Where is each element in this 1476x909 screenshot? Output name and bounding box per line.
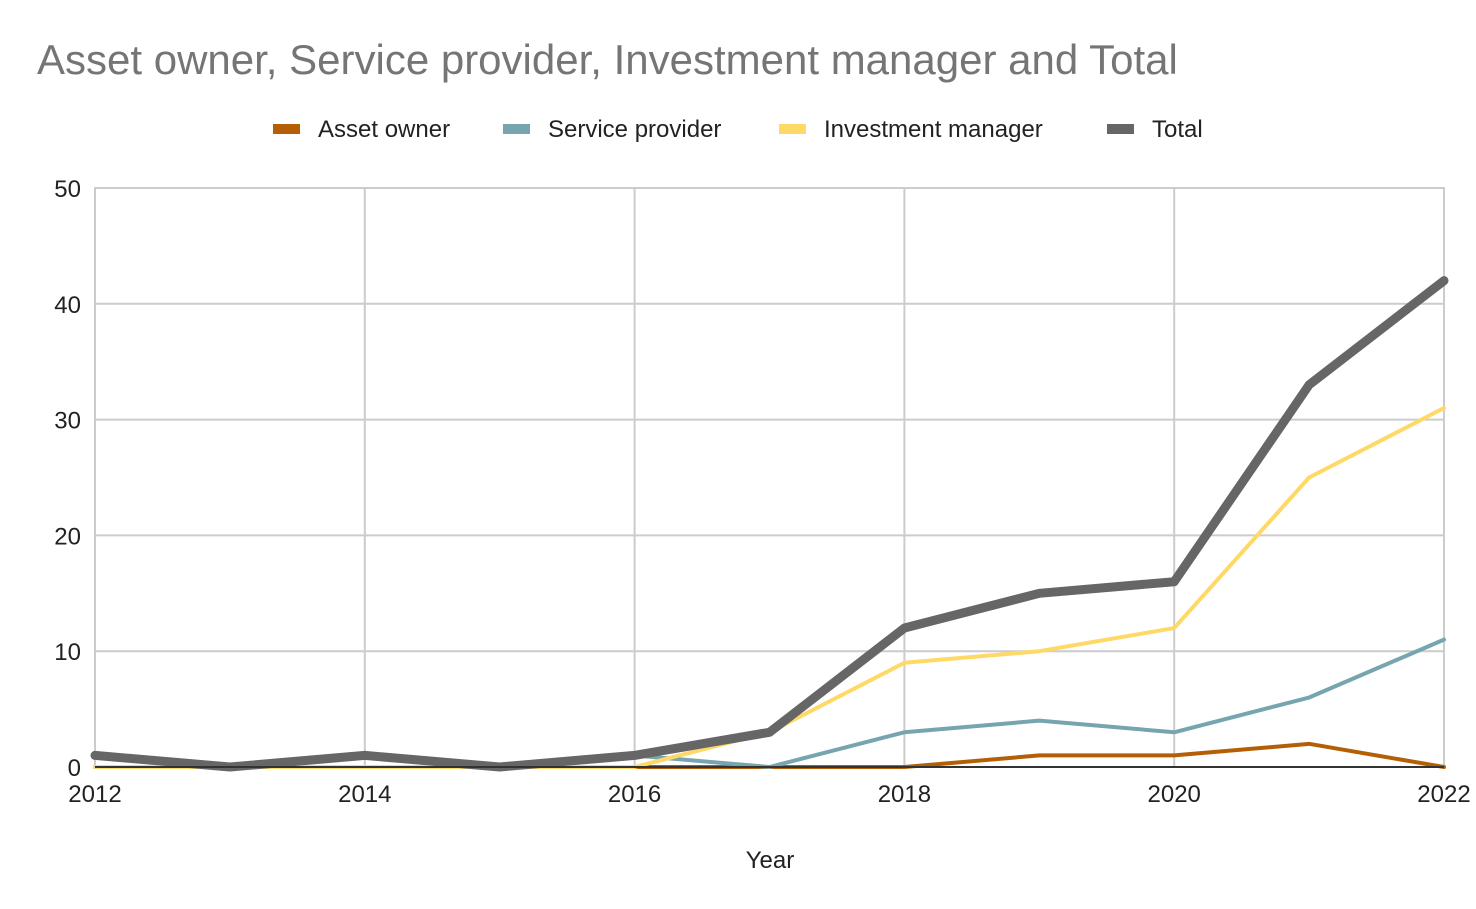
- legend-label: Service provider: [548, 116, 721, 143]
- legend-swatch: [1107, 124, 1134, 134]
- y-tick-label: 20: [54, 523, 81, 550]
- x-axis-title: Year: [746, 847, 795, 874]
- chart-title: Asset owner, Service provider, Investmen…: [37, 36, 1178, 83]
- legend-item: Investment manager: [779, 116, 1043, 143]
- series-layer: [90, 276, 1449, 772]
- legend-item: Asset owner: [273, 116, 450, 143]
- legend-label: Total: [1152, 116, 1203, 143]
- legend-swatch: [503, 124, 530, 134]
- x-tick-label: 2018: [878, 781, 931, 808]
- series-line-total: [90, 276, 1449, 772]
- x-tick-label: 2014: [338, 781, 391, 808]
- legend-item: Service provider: [503, 116, 721, 143]
- y-tick-label: 50: [54, 176, 81, 203]
- x-tick-label: 2020: [1148, 781, 1201, 808]
- x-tick-label: 2016: [608, 781, 661, 808]
- legend-item: Total: [1107, 116, 1203, 143]
- y-tick-label: 10: [54, 639, 81, 666]
- y-tick-label: 30: [54, 408, 81, 435]
- legend-label: Asset owner: [318, 116, 450, 143]
- legend-label: Investment manager: [824, 116, 1043, 143]
- y-tick-label: 0: [68, 755, 81, 782]
- x-tick-label: 2022: [1417, 781, 1470, 808]
- x-tick-label: 2012: [68, 781, 121, 808]
- y-tick-label: 40: [54, 292, 81, 319]
- axis-layer: 0 10 20 30 40 50 2012 2014 2016 2018 2020 2022: [54, 176, 1470, 808]
- legend-swatch: [779, 124, 806, 134]
- legend-swatch: [273, 124, 300, 134]
- legend: Asset owner Service provider Investment ma…: [273, 116, 1203, 143]
